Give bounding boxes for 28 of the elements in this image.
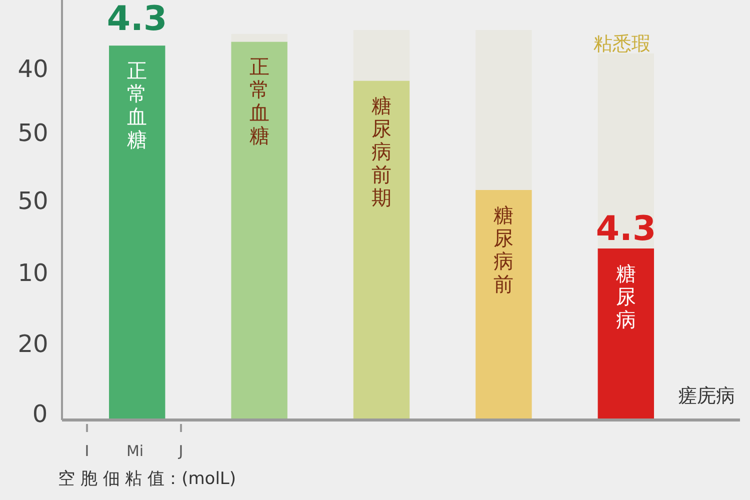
annotation: 瘥庑病 [678,385,735,407]
bar [231,42,288,420]
bar [231,34,288,42]
annotation: 4.3 [596,209,656,249]
annotation: 4.3 [106,0,168,39]
x-tick-label: 糖尿病前 [494,202,514,296]
bar [353,80,410,420]
text: I [84,442,90,460]
x-tick-label: 正常血糖 [127,58,148,152]
bar [476,30,532,190]
bar [108,46,166,420]
text: 50 [18,187,48,215]
text: Mi [126,442,144,460]
bar [598,248,654,420]
bar [353,30,410,81]
text: 20 [18,330,48,358]
text: J [178,442,184,460]
bar [476,190,532,420]
x-tick-label: 正常血糖 [249,54,270,148]
text: 40 [18,55,48,83]
x-tick-label: 糖尿病 [616,261,636,332]
text: 10 [18,259,48,287]
text: 50 [18,119,48,147]
bar [598,53,654,248]
x-axis-title: 空 胞 佃 粘 值：(molL) [58,469,236,489]
text: 0 [32,400,48,428]
x-tick-label: 糖尿病前期 [372,94,392,210]
annotation: 粘悉瑕 [594,33,650,55]
